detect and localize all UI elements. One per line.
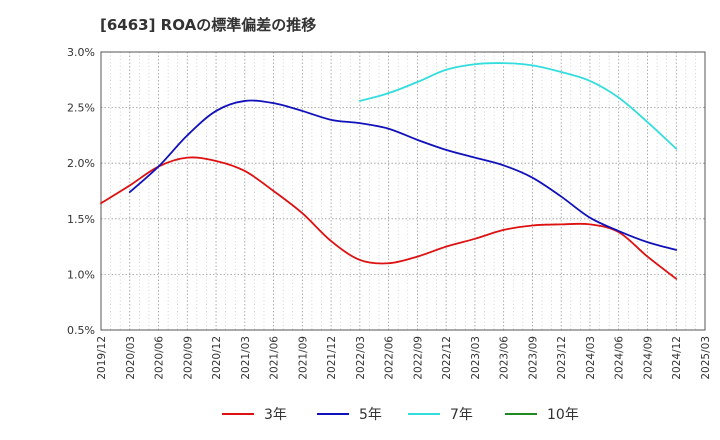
plot-area <box>101 52 705 330</box>
x-tick-label: 2021/06 <box>269 336 281 380</box>
x-tick-label: 2020/09 <box>182 336 194 380</box>
x-tick-label: 2024/12 <box>671 336 683 380</box>
y-tick-label: 0.5% <box>67 324 95 337</box>
legend: 3年 5年 7年 10年 <box>222 407 579 423</box>
x-tick-label: 2023/03 <box>470 336 482 380</box>
x-tick-label: 2024/06 <box>614 336 626 380</box>
x-tick-label: 2021/12 <box>326 336 338 380</box>
x-tick-label: 2021/09 <box>297 336 309 380</box>
x-tick-label: 2022/09 <box>412 336 424 380</box>
chart-title: [6463] ROAの標準偏差の推移 <box>100 16 317 34</box>
x-tick-label: 2020/06 <box>154 336 166 380</box>
y-tick-label: 1.0% <box>67 268 95 281</box>
plot-border <box>100 51 706 331</box>
x-tick-label: 2022/06 <box>384 336 396 380</box>
x-tick-label: 2020/12 <box>211 336 223 380</box>
y-tick-label: 3.0% <box>67 46 95 59</box>
x-tick-label: 2024/03 <box>585 336 597 380</box>
legend-label: 7年 <box>450 407 473 423</box>
x-tick-label: 2023/06 <box>499 336 511 380</box>
x-tick-label: 2025/03 <box>700 336 712 380</box>
x-tick-label: 2022/03 <box>355 336 367 380</box>
series-line-1 <box>128 99 678 251</box>
x-tick-label: 2023/12 <box>556 336 568 380</box>
y-tick-label: 2.5% <box>67 102 95 115</box>
legend-label: 5年 <box>359 407 382 423</box>
legend-label: 10年 <box>547 407 579 423</box>
x-tick-label: 2020/03 <box>125 336 137 380</box>
x-tick-label: 2024/09 <box>642 336 654 380</box>
axes: 0.5% 1.0% 1.5% 2.0% 2.5% 3.0% 2019/12 2020/03 20… <box>67 46 712 380</box>
legend-label: 3年 <box>264 407 287 423</box>
x-tick-label: 2021/03 <box>240 336 252 380</box>
y-tick-label: 1.5% <box>67 213 95 226</box>
x-tick-label: 2023/09 <box>527 336 539 380</box>
y-tick-label: 2.0% <box>67 157 95 170</box>
series-line-2 <box>358 62 678 150</box>
series-lines <box>100 62 678 280</box>
x-tick-label: 2022/12 <box>441 336 453 380</box>
x-tick-label: 2019/12 <box>96 336 108 380</box>
series-line-0 <box>100 156 678 280</box>
